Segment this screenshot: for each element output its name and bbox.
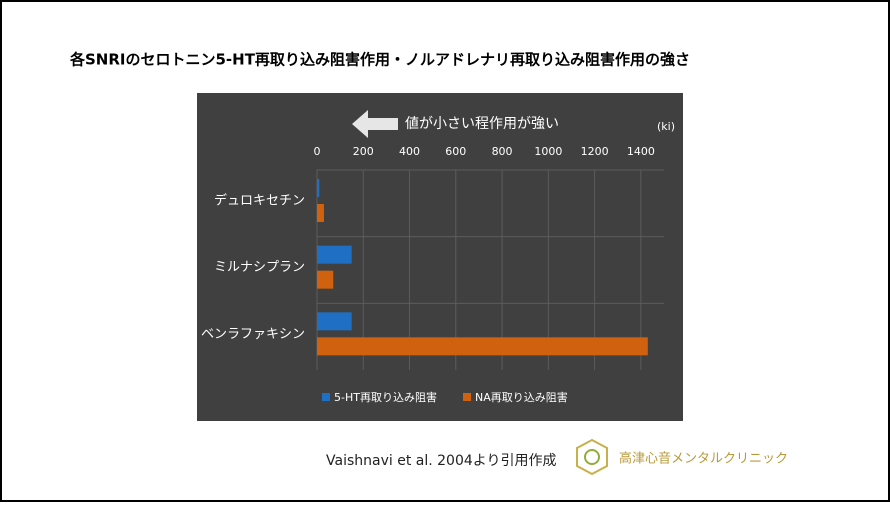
- y-tick-label: デュロキセチン: [214, 193, 305, 209]
- bar: [317, 245, 352, 264]
- arrow-icon: [352, 110, 398, 138]
- y-tick-label: ミルナシプラン: [214, 260, 305, 275]
- clinic-name: 高津心音メンタルクリニック: [619, 451, 788, 467]
- source-note: Vaishnavi et al. 2004より引用作成: [326, 453, 556, 469]
- unit-label: (ki): [657, 120, 675, 133]
- x-tick-label: 200: [353, 145, 374, 158]
- legend-label: 5-HT再取り込み阻害: [334, 390, 437, 404]
- annotation: 値が小さい程作用が強い: [405, 116, 559, 132]
- clinic-logo: [576, 438, 608, 476]
- x-tick-label: 0: [314, 145, 321, 158]
- chart-title: 各SNRIのセロトニン5-HT再取り込み阻害作用・ノルアドレナリ再取り込み阻害作…: [69, 51, 690, 69]
- x-tick-label: 1200: [581, 145, 609, 158]
- x-tick-label: 1400: [627, 145, 655, 158]
- bar: [317, 270, 334, 289]
- bar: [317, 204, 324, 222]
- bar: [317, 312, 352, 331]
- x-tick-label: 600: [445, 145, 466, 158]
- x-tick-label: 1000: [534, 145, 562, 158]
- x-tick-label: 800: [492, 145, 513, 158]
- clinic-logo-inner: [584, 449, 600, 465]
- x-tick-label: 400: [399, 145, 420, 158]
- y-tick-label: ベンラファキシン: [201, 327, 305, 342]
- chart-panel: [197, 93, 683, 421]
- legend-label: NA再取り込み阻害: [475, 390, 568, 404]
- legend-swatch: [322, 393, 330, 401]
- legend-swatch: [463, 393, 471, 401]
- bar: [317, 179, 320, 197]
- bar: [317, 337, 648, 356]
